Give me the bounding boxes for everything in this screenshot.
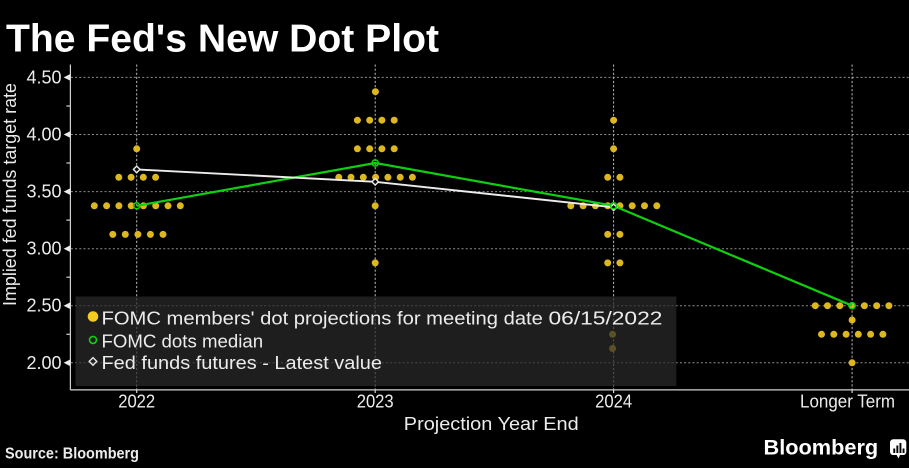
svg-text:Fed funds futures - Latest val: Fed funds futures - Latest value <box>102 352 383 373</box>
svg-text:06/15/2022: 06/15/2022 <box>549 307 663 328</box>
svg-text:3.00: 3.00 <box>26 239 61 259</box>
svg-text:2023: 2023 <box>357 392 394 412</box>
svg-text:2024: 2024 <box>595 392 632 412</box>
svg-text:4.50: 4.50 <box>26 67 61 87</box>
svg-text:FOMC members' dot projections: FOMC members' dot projections for meetin… <box>102 307 549 328</box>
svg-text:2.50: 2.50 <box>26 296 61 316</box>
svg-text:Implied fed funds target rate: Implied fed funds target rate <box>0 83 20 306</box>
svg-text:4.00: 4.00 <box>26 125 61 145</box>
svg-text:The Fed's New Dot Plot: The Fed's New Dot Plot <box>6 17 439 60</box>
svg-text:2022: 2022 <box>118 392 155 412</box>
svg-text:Longer Term: Longer Term <box>800 392 895 412</box>
svg-text:Projection Year End: Projection Year End <box>404 414 579 434</box>
svg-text:3.50: 3.50 <box>26 182 61 202</box>
svg-text:FOMC dots median: FOMC dots median <box>102 331 264 352</box>
svg-text:2.00: 2.00 <box>26 353 61 373</box>
svg-text:Source: Bloomberg: Source: Bloomberg <box>5 446 139 463</box>
svg-text:Bloomberg: Bloomberg <box>764 437 879 460</box>
